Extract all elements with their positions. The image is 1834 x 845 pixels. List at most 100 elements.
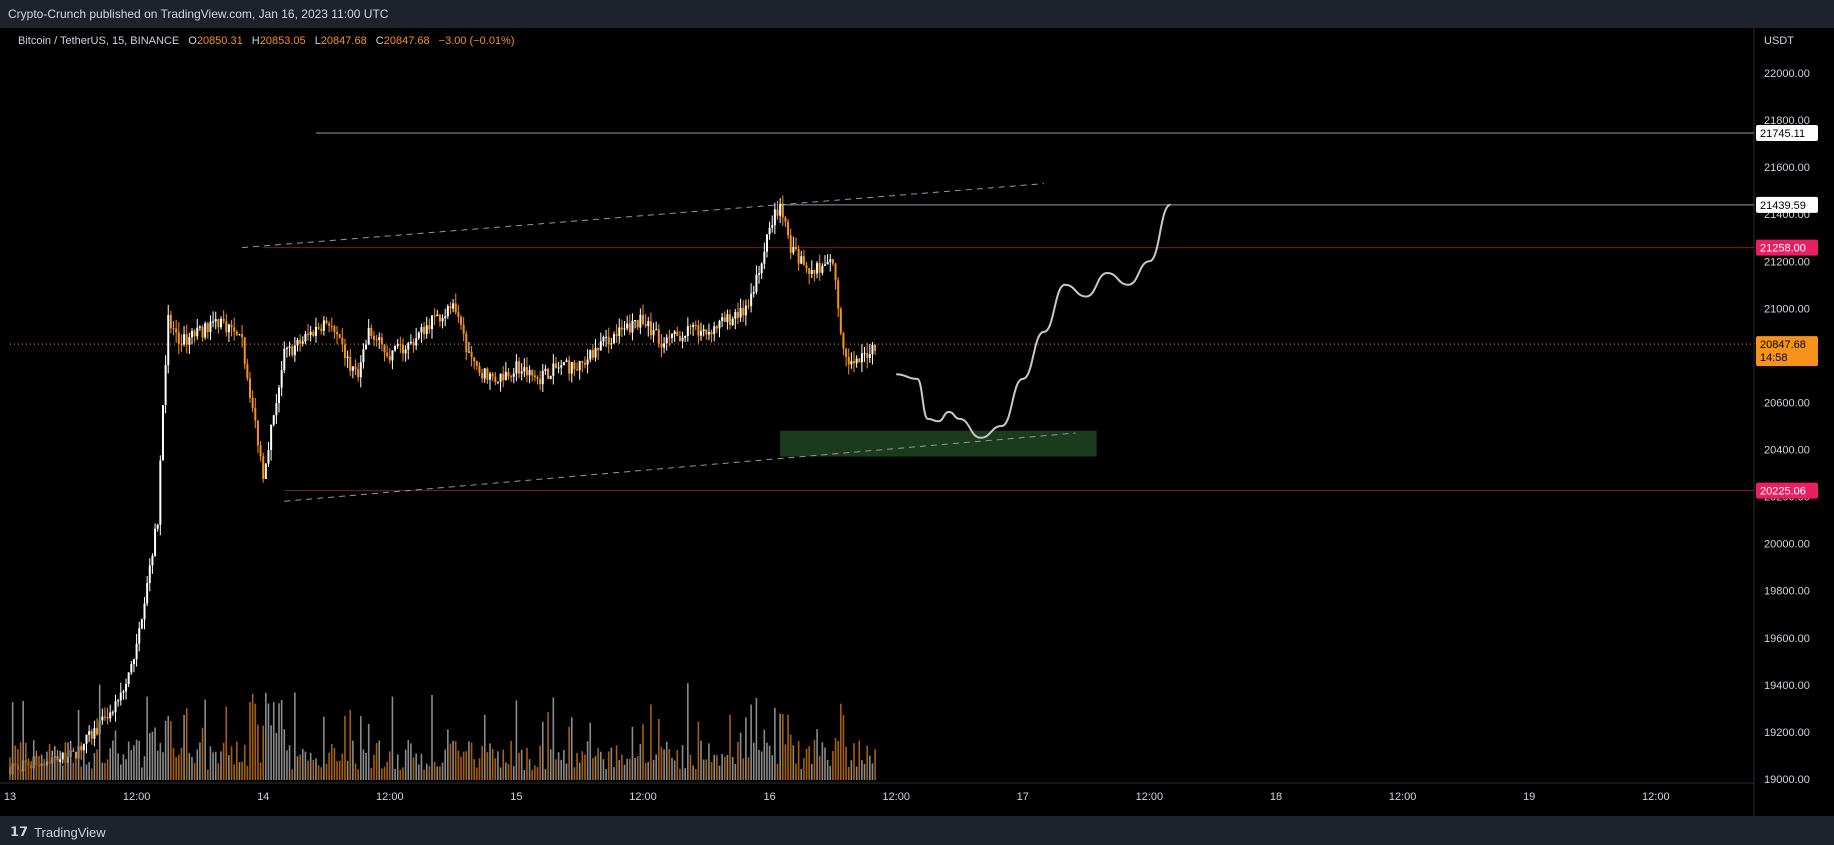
volume-bar (236, 741, 238, 780)
volume-bar (444, 749, 446, 780)
volume-bar (842, 715, 845, 780)
volume-bar (183, 714, 185, 780)
candle-body (243, 337, 246, 365)
candle-body (407, 343, 410, 350)
candle-body (784, 217, 787, 222)
volume-bar (365, 752, 367, 780)
low-label: L (314, 35, 321, 47)
volume-bar (246, 765, 249, 780)
volume-bar (349, 710, 352, 780)
volume-bar (267, 703, 270, 780)
candle-body (465, 333, 468, 353)
candle-body (765, 234, 768, 252)
symbol-label[interactable]: Bitcoin / TetherUS, 15, BINANCE (18, 35, 180, 47)
x-tick-label: 12:00 (882, 791, 910, 803)
candle-body (710, 331, 713, 335)
volume-bar (275, 732, 278, 780)
candle-body (140, 619, 143, 629)
volume-bar (383, 766, 386, 780)
volume-bar (863, 763, 866, 780)
candle-body (504, 371, 507, 381)
candle-body (180, 343, 183, 345)
volume-bar (143, 756, 146, 780)
candle-body (88, 731, 91, 735)
candle-body (707, 331, 710, 335)
volume-bar (251, 693, 254, 780)
volume-bar (249, 702, 251, 780)
volume-bar (673, 760, 676, 780)
volume-bar (317, 765, 320, 780)
candle-body (681, 337, 684, 341)
candle-body (607, 336, 610, 345)
candle-body (417, 332, 420, 339)
volume-bar (162, 752, 164, 780)
candle-body (278, 387, 281, 404)
candle-body (552, 363, 555, 376)
candle-body (794, 246, 797, 249)
candle-body (518, 361, 521, 374)
candle-body (868, 354, 871, 358)
candle-body (372, 335, 375, 340)
volume-bar (407, 740, 410, 780)
volume-bar (43, 759, 46, 780)
volume-bar (433, 761, 436, 780)
candle-body (491, 373, 494, 377)
candle-body (285, 348, 288, 350)
volume-bar (214, 752, 217, 780)
candle-body (663, 343, 666, 348)
candle-body (533, 375, 536, 378)
volume-bar (180, 747, 183, 780)
candle-body (80, 746, 83, 751)
volume-bar (454, 741, 457, 780)
volume-bar (93, 753, 96, 780)
volume-bar (613, 767, 615, 780)
volume-bar (534, 765, 536, 780)
candle-body (127, 672, 130, 684)
candle-body (507, 371, 510, 377)
candle-body (241, 334, 244, 338)
volume-bar (138, 740, 141, 780)
candle-body (320, 328, 323, 331)
volume-bar (439, 766, 441, 780)
volume-bar (853, 743, 855, 780)
close-value: 20847.68 (383, 35, 430, 47)
volume-bar (338, 760, 341, 780)
volume-bar (394, 768, 396, 780)
volume-bar (697, 721, 700, 780)
volume-bar (552, 697, 555, 780)
candle-body (576, 369, 579, 371)
volume-bar (502, 749, 505, 780)
candle-body (829, 259, 832, 262)
volume-bar (840, 703, 842, 780)
candle-body (729, 314, 732, 325)
volume-bar (336, 761, 338, 780)
volume-bar (449, 743, 452, 780)
candle-body (193, 330, 196, 337)
volume-bar (584, 754, 586, 780)
volume-bar (307, 760, 309, 780)
candle-body (855, 358, 858, 364)
volume-bar (481, 745, 483, 780)
candle-body (322, 320, 325, 331)
volume-bar (325, 763, 328, 780)
volume-bar (855, 766, 858, 780)
candle-body (291, 346, 294, 356)
volume-bar (294, 692, 296, 780)
volume-bar (447, 729, 449, 780)
candle-body (475, 361, 478, 366)
volume-bar (491, 748, 494, 780)
candle-body (452, 303, 455, 309)
volume-bar (127, 741, 130, 780)
chart-area[interactable] (0, 28, 1834, 816)
volume-bar (35, 757, 38, 780)
tradingview-brand[interactable]: 𝟭𝟳 TradingView (10, 824, 106, 840)
volume-bar (156, 750, 159, 780)
volume-bar (470, 742, 473, 780)
volume-bar (172, 748, 175, 780)
candle-body (734, 311, 737, 319)
volume-bar (462, 751, 465, 780)
candle-body (591, 350, 594, 358)
volume-bar (286, 750, 288, 780)
candle-body (433, 315, 436, 317)
